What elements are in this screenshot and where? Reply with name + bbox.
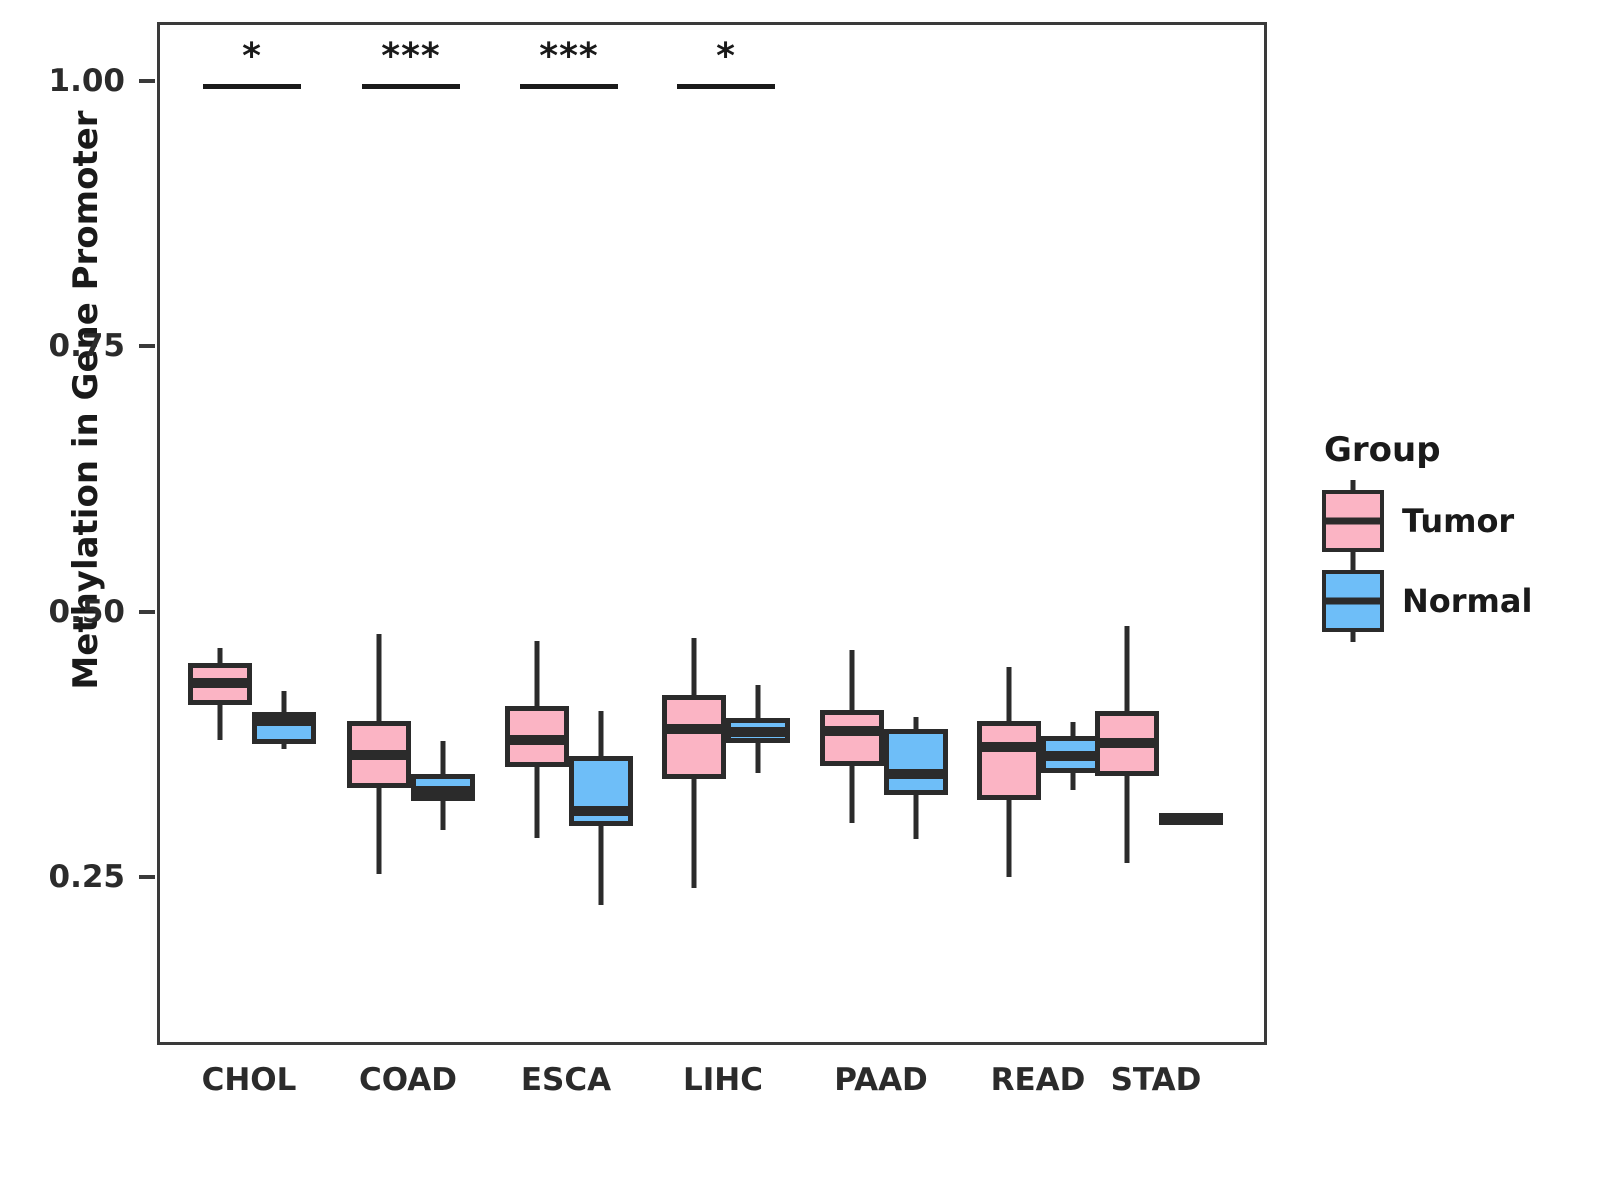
boxplot-median	[820, 726, 884, 737]
y-axis-tick	[139, 609, 155, 614]
x-axis-tick-label-chol: CHOL	[201, 1062, 297, 1098]
boxplot-box	[820, 710, 884, 767]
x-axis-tick-label-lihc: LIHC	[683, 1062, 763, 1098]
boxplot-median	[188, 677, 252, 688]
legend-key-whisker-top	[1350, 480, 1356, 494]
x-axis-tick-label-coad: COAD	[359, 1062, 457, 1098]
significance-label-lihc: *	[716, 36, 736, 77]
legend-label-normal: Normal	[1402, 582, 1533, 620]
x-axis-tick-label-read: READ	[990, 1062, 1086, 1098]
boxplot-median	[569, 806, 633, 816]
y-axis-tick	[139, 875, 155, 879]
y-axis-tick	[139, 344, 155, 349]
boxplot-box	[977, 720, 1041, 801]
x-axis-tick-label-esca: ESCA	[520, 1062, 612, 1098]
boxplot-median	[505, 734, 569, 745]
y-axis-title: Methylation in Gene Promoter	[66, 110, 106, 690]
significance-label-esca: ***	[539, 36, 599, 77]
plot-panel: * *** *** *	[157, 22, 1267, 1045]
significance-bracket-chol	[203, 84, 301, 89]
boxplot-median	[347, 749, 411, 760]
legend-key-whisker-bottom	[1350, 548, 1356, 562]
legend-key-whisker-bottom	[1350, 628, 1356, 642]
significance-bracket-coad	[362, 84, 460, 89]
x-axis-tick-label-stad: STAD	[1110, 1062, 1202, 1098]
y-axis-tick	[139, 79, 155, 83]
legend-key-median	[1322, 597, 1384, 605]
boxplot-median	[252, 715, 316, 726]
significance-bracket-lihc	[677, 84, 775, 89]
boxplot-median	[726, 727, 790, 738]
boxplot-median	[1095, 738, 1159, 749]
legend-item-normal[interactable]: Normal	[1322, 560, 1582, 642]
boxplot-median	[662, 724, 726, 735]
boxplot-median	[1159, 813, 1223, 824]
significance-label-chol: *	[242, 36, 262, 77]
legend-items: Tumor Normal	[1322, 480, 1582, 642]
legend-key-whisker-top	[1350, 560, 1356, 574]
legend: Group Tumor Normal	[1322, 430, 1582, 650]
legend-key-tumor	[1322, 480, 1384, 562]
x-axis-tick-label-paad: PAAD	[834, 1062, 928, 1098]
boxplot-median	[411, 785, 475, 796]
legend-key-normal	[1322, 560, 1384, 642]
y-axis-tick-label: 0.50	[48, 593, 126, 630]
legend-title: Group	[1324, 430, 1441, 470]
legend-label-tumor: Tumor	[1402, 502, 1515, 540]
legend-item-tumor[interactable]: Tumor	[1322, 480, 1582, 562]
boxplot-median	[1041, 750, 1105, 761]
boxplot-box	[662, 695, 726, 780]
significance-label-coad: ***	[381, 36, 441, 77]
y-axis-tick-label: 0.25	[48, 859, 126, 895]
y-axis-tick-label: 1.00	[48, 63, 126, 99]
boxplot-median	[977, 742, 1041, 753]
y-axis-tick-label: 0.75	[48, 328, 126, 365]
boxplot-box	[884, 729, 948, 796]
boxplot-median	[884, 768, 948, 779]
significance-bracket-esca	[520, 84, 618, 89]
legend-key-median	[1322, 517, 1384, 525]
